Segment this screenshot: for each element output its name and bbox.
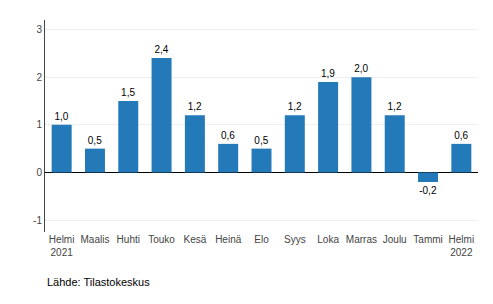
svg-text:0,6: 0,6	[221, 130, 235, 141]
svg-text:1,0: 1,0	[54, 111, 68, 122]
svg-text:0,5: 0,5	[254, 135, 268, 146]
svg-text:0,6: 0,6	[454, 130, 468, 141]
svg-text:Heinä: Heinä	[215, 234, 242, 245]
svg-text:Elo: Elo	[254, 234, 269, 245]
svg-text:1,9: 1,9	[321, 68, 335, 79]
svg-text:-1: -1	[33, 215, 42, 226]
svg-text:Kesä: Kesä	[183, 234, 206, 245]
svg-text:1,5: 1,5	[121, 87, 135, 98]
svg-text:Tammi: Tammi	[413, 234, 442, 245]
svg-text:3: 3	[36, 24, 42, 35]
svg-text:Loka: Loka	[317, 234, 339, 245]
svg-text:Marras: Marras	[346, 234, 377, 245]
svg-text:Joulu: Joulu	[383, 234, 407, 245]
svg-text:0: 0	[36, 167, 42, 178]
svg-text:0,5: 0,5	[88, 135, 102, 146]
svg-text:1: 1	[36, 119, 42, 130]
svg-text:1,2: 1,2	[288, 101, 302, 112]
svg-text:2,4: 2,4	[154, 44, 168, 55]
svg-text:1,2: 1,2	[188, 101, 202, 112]
svg-text:Helmi2022: Helmi2022	[449, 234, 475, 258]
svg-text:Maalis: Maalis	[81, 234, 110, 245]
svg-text:1,2: 1,2	[388, 101, 402, 112]
svg-text:Lähde: Tilastokeskus: Lähde: Tilastokeskus	[47, 276, 150, 288]
svg-text:Huhti: Huhti	[117, 234, 140, 245]
svg-text:Touko: Touko	[148, 234, 175, 245]
svg-text:-0,2: -0,2	[419, 185, 437, 196]
svg-text:2: 2	[36, 72, 42, 83]
svg-text:Helmi2021: Helmi2021	[49, 234, 75, 258]
svg-text:2,0: 2,0	[354, 63, 368, 74]
svg-text:Syys: Syys	[284, 234, 306, 245]
